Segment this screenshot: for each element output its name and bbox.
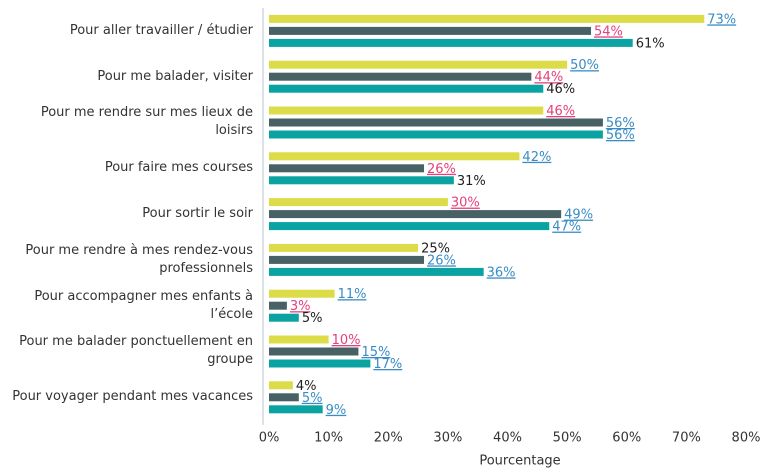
data-label: 44% — [534, 70, 563, 85]
data-label: 46% — [546, 104, 575, 119]
data-label: 15% — [361, 345, 390, 360]
data-label: 31% — [457, 174, 486, 189]
data-label: 50% — [570, 58, 599, 73]
x-tick-label: 30% — [433, 431, 462, 446]
bar — [269, 335, 329, 344]
bar — [269, 152, 520, 161]
data-label: 47% — [552, 220, 581, 235]
bar — [269, 26, 591, 35]
x-tick-label: 60% — [612, 431, 641, 446]
data-label: 3% — [290, 299, 311, 314]
bar — [269, 243, 419, 252]
data-label: 73% — [707, 12, 736, 27]
bar — [269, 72, 532, 81]
data-label: 26% — [427, 253, 456, 268]
bar — [269, 289, 335, 298]
x-tick-label: 40% — [493, 431, 522, 446]
category-label: Pour aller travailler / étudier — [69, 22, 253, 38]
bar — [269, 84, 544, 93]
x-tick-label: 0% — [259, 431, 280, 446]
x-tick-label: 70% — [672, 431, 701, 446]
bar — [269, 313, 299, 322]
data-label: 10% — [332, 333, 361, 348]
bar — [269, 222, 550, 231]
data-label: 56% — [606, 116, 635, 131]
bar — [269, 198, 448, 207]
data-label: 25% — [421, 241, 450, 256]
x-axis-title: Pourcentage — [479, 454, 560, 469]
bar — [269, 210, 562, 219]
bar — [269, 60, 568, 69]
bar — [269, 38, 633, 47]
data-label: 11% — [338, 287, 367, 302]
bar — [269, 106, 544, 115]
data-label: 17% — [373, 357, 402, 372]
data-label: 30% — [451, 196, 480, 211]
data-label: 46% — [546, 82, 575, 97]
category-label: Pour faire mes courses — [104, 160, 253, 176]
category-label: Pour me rendre sur mes lieux de loisirs — [40, 105, 253, 139]
bar — [269, 164, 425, 173]
data-label: 56% — [606, 128, 635, 143]
data-label: 5% — [302, 311, 323, 326]
data-label: 4% — [296, 379, 317, 394]
bar — [269, 381, 293, 390]
data-label: 54% — [594, 24, 623, 39]
bar — [269, 301, 287, 310]
data-label: 36% — [487, 265, 516, 280]
bar — [269, 359, 371, 368]
category-label: Pour voyager pendant mes vacances — [12, 389, 253, 405]
data-label: 49% — [564, 208, 593, 223]
category-label: Pour me rendre à mes rendez-vous profess… — [25, 242, 253, 276]
bar — [269, 347, 359, 356]
category-label: Pour sortir le soir — [142, 206, 253, 222]
bar — [269, 118, 603, 127]
bar — [269, 405, 323, 414]
category-label: Pour me balader, visiter — [97, 68, 253, 84]
category-label: Pour me balader ponctuellement en groupe — [19, 334, 253, 368]
x-tick-label: 80% — [732, 431, 761, 446]
bar — [269, 267, 484, 276]
data-label: 61% — [636, 36, 665, 51]
data-label: 9% — [326, 403, 347, 418]
bar — [269, 130, 603, 139]
category-label: Pour accompagner mes enfants à l’école — [34, 288, 253, 322]
x-tick-label: 20% — [374, 431, 403, 446]
x-tick-label: 10% — [314, 431, 343, 446]
x-tick-label: 50% — [553, 431, 582, 446]
bar — [269, 14, 705, 23]
bar — [269, 255, 425, 264]
bar — [269, 393, 299, 402]
data-label: 42% — [522, 150, 551, 165]
data-label: 5% — [302, 391, 323, 406]
bar — [269, 176, 454, 185]
data-label: 26% — [427, 162, 456, 177]
